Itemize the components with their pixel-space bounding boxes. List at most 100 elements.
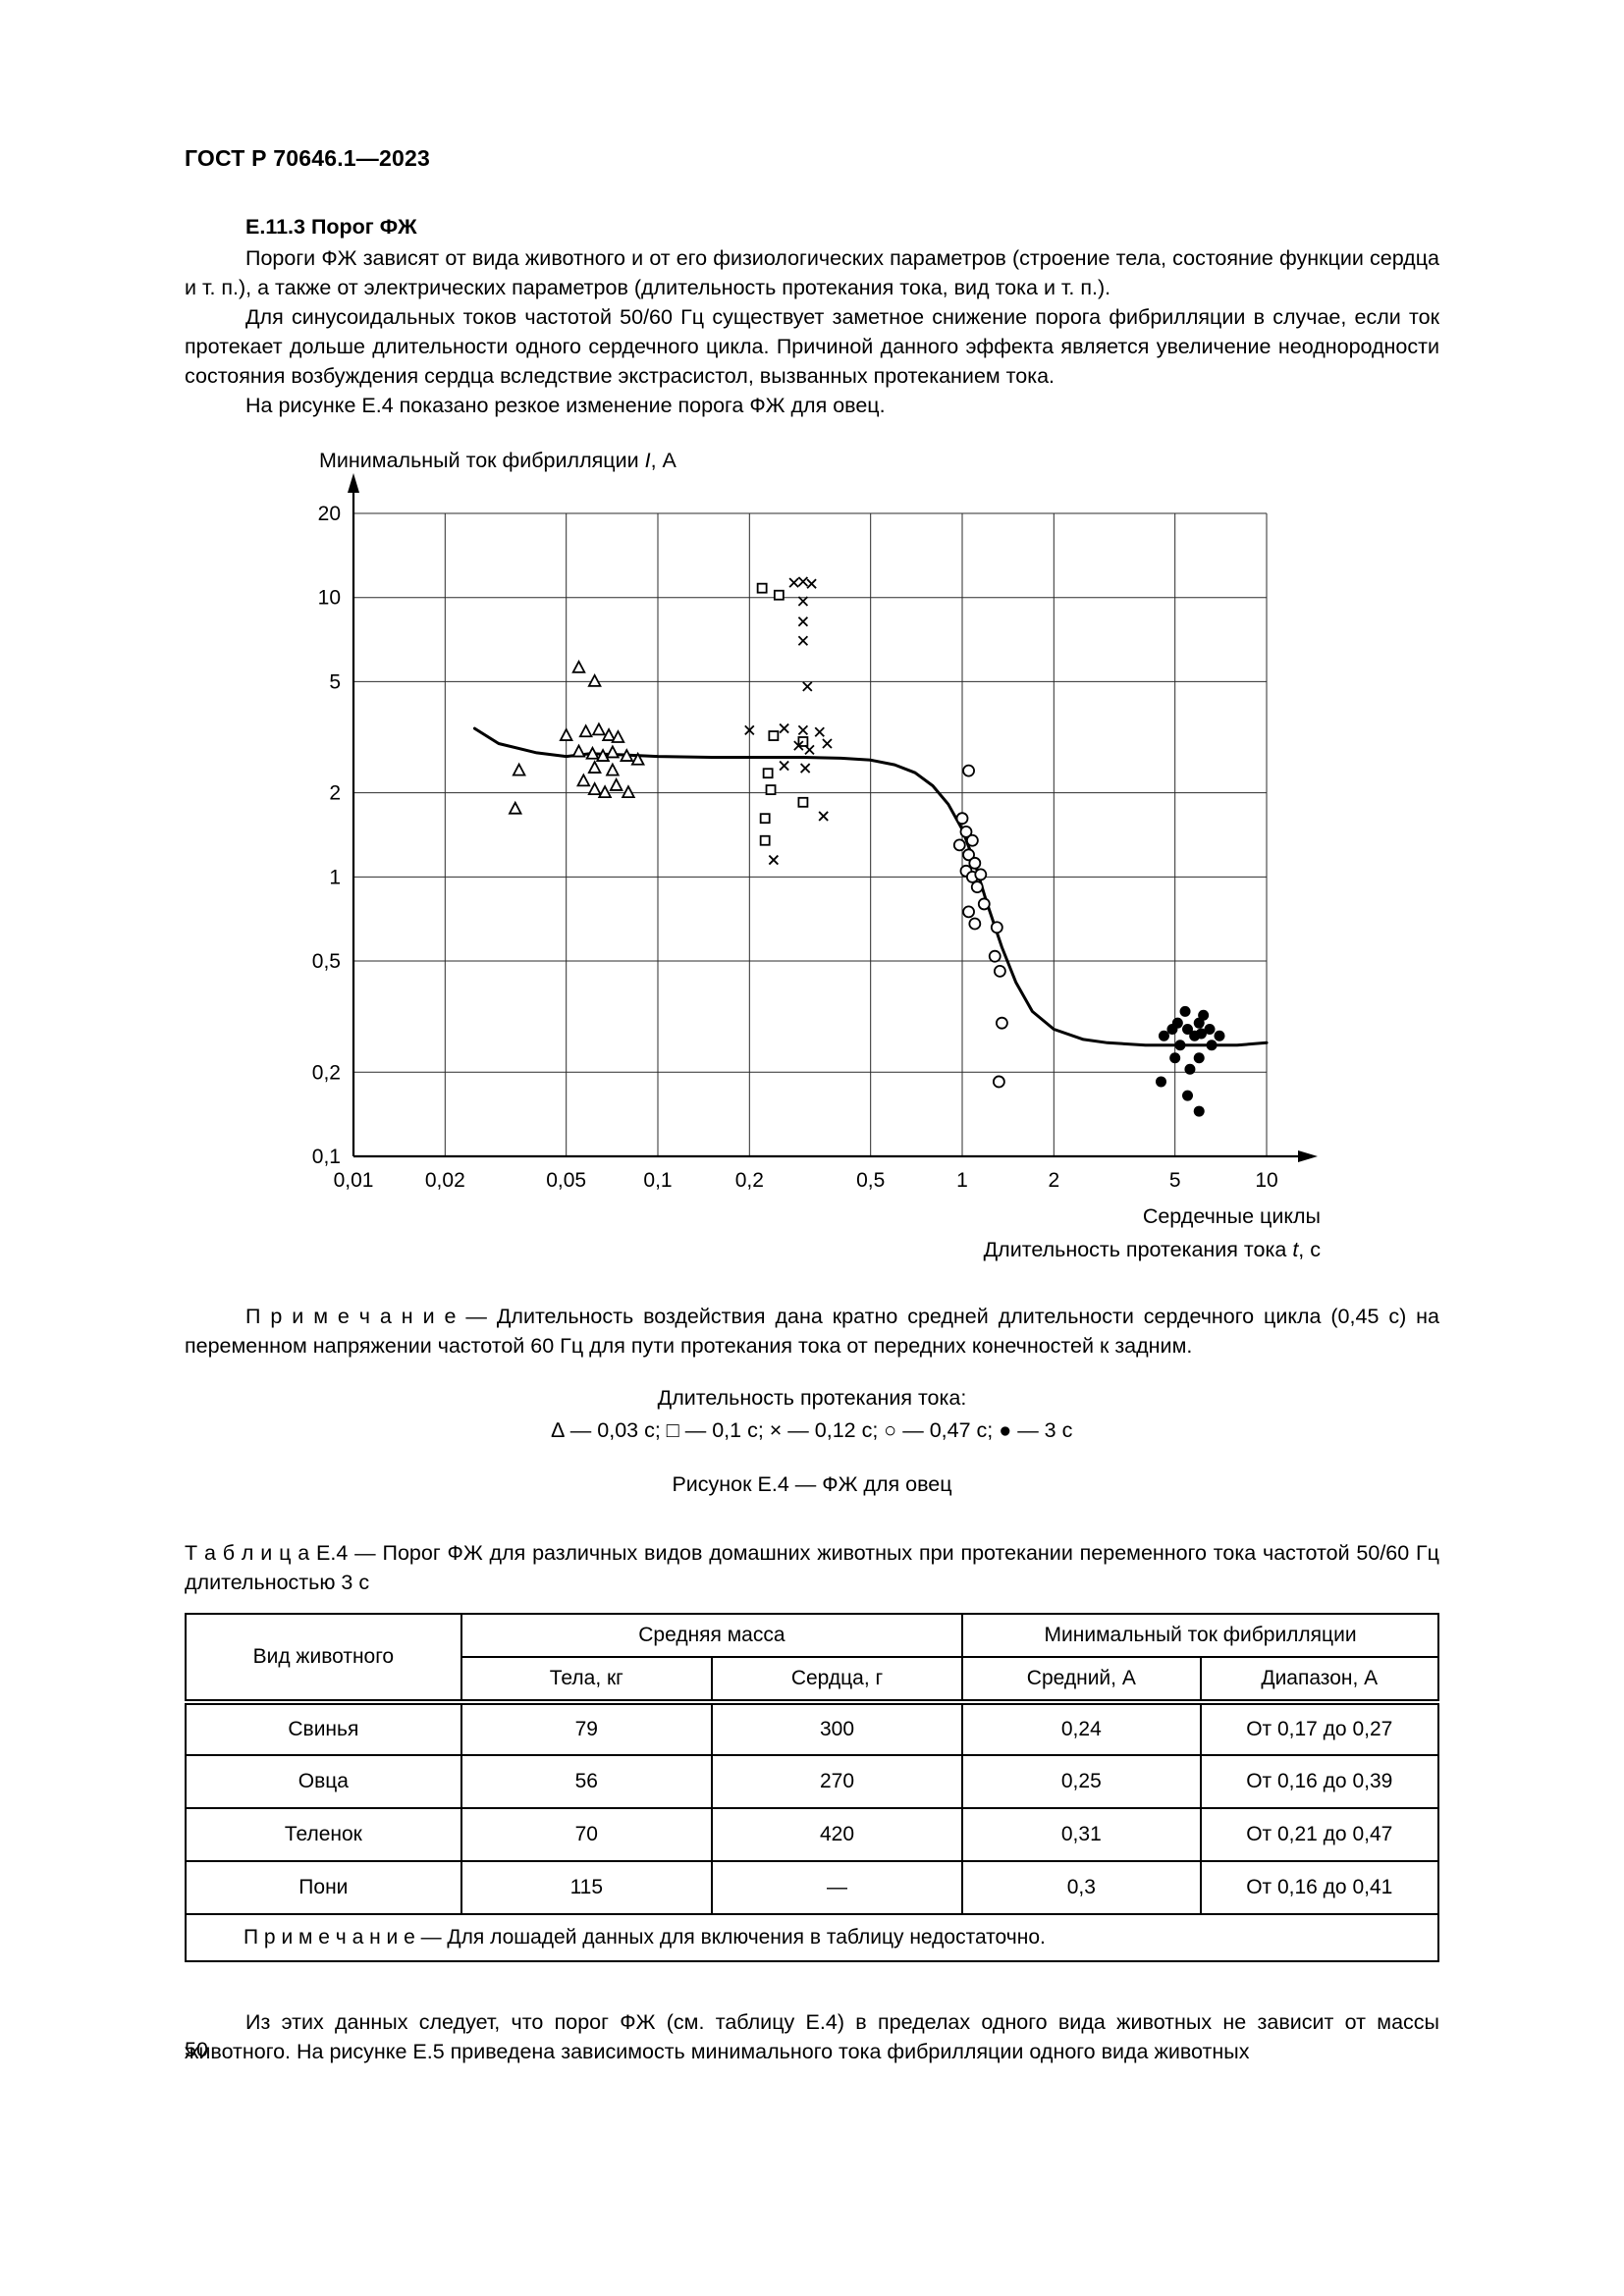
marker-triangle (609, 777, 623, 791)
marker-circle-open (990, 921, 1003, 934)
marker-circle-open (965, 833, 979, 847)
cell-current-range: От 0,17 до 0,27 (1199, 1701, 1440, 1756)
marker-triangle (597, 784, 613, 799)
marker-triangle (587, 672, 602, 687)
marker-circle-filled (1193, 1052, 1205, 1064)
y-tick-label: 10 (318, 587, 341, 610)
marker-square (797, 796, 809, 808)
marker-cross (793, 740, 804, 751)
page-number: 50 (185, 2038, 208, 2061)
marker-triangle (576, 773, 591, 787)
marker-circle-open (962, 848, 975, 862)
marker-circle-filled (1195, 1028, 1207, 1040)
cell-body-mass: 79 (460, 1701, 713, 1756)
y-tick-label: 5 (329, 670, 341, 693)
cell-heart-mass: — (710, 1860, 964, 1915)
marker-cross (744, 724, 755, 736)
section-heading: Е.11.3 Порог ФЖ (245, 215, 417, 239)
marker-cross (788, 577, 799, 588)
marker-square (762, 768, 774, 779)
marker-triangle (585, 745, 600, 760)
marker-circle-open (993, 964, 1006, 978)
marker-circle-filled (1171, 1017, 1183, 1029)
marker-circle-filled (1179, 1005, 1191, 1017)
marker-circle-filled (1182, 1024, 1194, 1036)
marker-cross (802, 681, 813, 692)
cell-body-mass: 56 (460, 1754, 713, 1809)
cell-heart-mass: 420 (710, 1807, 964, 1862)
marker-cross (797, 616, 809, 627)
marker-circle-open (968, 856, 982, 870)
x-tick-label: 1 (956, 1169, 968, 1192)
marker-circle-open (952, 838, 966, 852)
col-header-animal: Вид животного (185, 1613, 462, 1705)
table-note: П р и м е ч а н и е — Для лошадей данных… (185, 1913, 1439, 1962)
col-header-body-mass: Тела, кг (460, 1656, 713, 1705)
marker-circle-open (962, 764, 975, 777)
y-tick-label: 20 (318, 503, 341, 525)
doc-header: ГОСТ Р 70646.1—2023 (185, 145, 430, 171)
y-tick-label: 0,2 (312, 1061, 341, 1084)
table-row: Овца 56 270 0,25 От 0,16 до 0,39 (185, 1754, 1440, 1809)
x-tick-label: 5 (1169, 1169, 1181, 1192)
col-group-mass: Средняя масса (460, 1613, 964, 1658)
legend-symbols: ∆ — 0,03 с; □ — 0,1 с; × — 0,12 с; ○ — 0… (551, 1418, 1073, 1442)
fibrillation-threshold-chart: Минимальный ток фибрилляции I, А 0,01 0,02… (312, 449, 1321, 1261)
cell-animal: Теленок (185, 1807, 462, 1862)
cell-heart-mass: 300 (710, 1701, 964, 1756)
marker-circle-open (968, 917, 982, 931)
marker-cross (814, 726, 825, 737)
x-tick-label: 0,01 (334, 1169, 374, 1192)
x-tick-label: 0,1 (643, 1169, 672, 1192)
marker-circle-filled (1174, 1040, 1186, 1051)
table-header-row-1: Вид животного Средняя масса Минимальный … (185, 1613, 1439, 1705)
legend-title: Длительность протекания тока: (657, 1386, 967, 1410)
figure-caption: Рисунок Е.4 — ФЖ для овец (672, 1472, 952, 1496)
marker-circle-open (962, 905, 975, 919)
marker-triangle (619, 748, 634, 762)
marker-triangle (591, 721, 607, 736)
table-row: Свинья 79 300 0,24 От 0,17 до 0,27 (185, 1701, 1440, 1756)
cell-current-range: От 0,21 до 0,47 (1199, 1807, 1440, 1862)
marker-square (759, 834, 771, 846)
marker-triangle (611, 729, 625, 743)
table-row: Пони 115 — 0,3 От 0,16 до 0,41 (185, 1860, 1440, 1915)
closing-paragraph: Из этих данных следует, что порог ФЖ (см… (185, 2010, 1439, 2063)
x-tick-label: 0,5 (856, 1169, 885, 1192)
marker-circle-filled (1169, 1052, 1181, 1064)
x-axis-label-1: Сердечные циклы (1143, 1204, 1321, 1228)
marker-circle-filled (1155, 1076, 1166, 1088)
cell-avg-current: 0,24 (961, 1701, 1202, 1756)
marker-square (773, 589, 785, 601)
paragraph-1: Пороги ФЖ зависят от вида животного и от… (185, 246, 1439, 299)
marker-triangle (578, 723, 593, 738)
marker-circle-filled (1182, 1090, 1194, 1101)
chart-plot-area: 0,01 0,02 0,05 0,1 0,2 0,5 1 2 5 10 20 10 5 2 1 0,5 0,2 0… (312, 473, 1318, 1192)
col-header-heart-mass: Сердца, г (710, 1656, 964, 1705)
marker-circle-filled (1184, 1063, 1196, 1075)
marker-triangle (571, 743, 586, 758)
marker-triangle (630, 751, 645, 766)
marker-cross (779, 760, 789, 772)
marker-cross (768, 854, 780, 866)
marker-cross (822, 738, 833, 749)
col-header-avg-current: Средний, А (961, 1656, 1202, 1705)
y-tick-label: 1 (329, 866, 341, 888)
marker-circle-filled (1158, 1030, 1169, 1041)
col-header-current-range: Диапазон, А (1199, 1656, 1440, 1705)
cell-animal: Пони (185, 1860, 462, 1915)
cell-animal: Свинья (185, 1701, 462, 1756)
marker-circle-filled (1206, 1040, 1218, 1051)
cell-avg-current: 0,3 (961, 1860, 1202, 1915)
x-tick-label: 2 (1048, 1169, 1059, 1192)
col-group-current: Минимальный ток фибрилляции (961, 1613, 1439, 1658)
table-note-row: П р и м е ч а н и е — Для лошадей данных… (185, 1913, 1439, 1962)
marker-circle-filled (1193, 1105, 1205, 1117)
marker-square (759, 813, 771, 825)
paragraph-2: Для синусоидальных токов частотой 50/60 … (185, 305, 1439, 388)
marker-triangle (571, 659, 586, 673)
marker-cross (797, 635, 809, 646)
y-tick-label: 0,5 (312, 950, 341, 973)
marker-square (768, 730, 780, 741)
